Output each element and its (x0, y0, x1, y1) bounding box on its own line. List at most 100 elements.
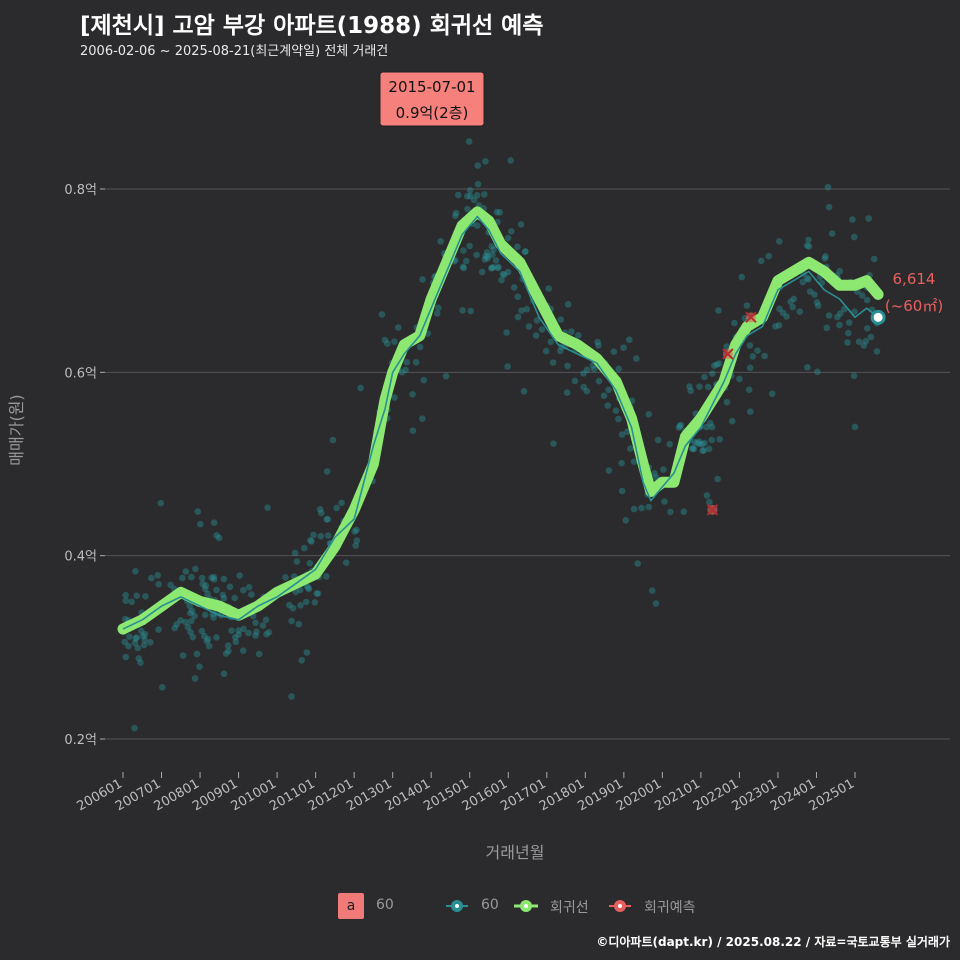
transaction-dot (862, 337, 870, 345)
transaction-dot (787, 298, 794, 306)
transaction-dot (157, 499, 165, 507)
transaction-dot (814, 302, 822, 310)
transaction-dot (661, 498, 668, 505)
transaction-dot (210, 573, 218, 581)
transaction-dot (455, 191, 462, 199)
transaction-dot (805, 276, 812, 283)
transaction-dot (715, 360, 723, 367)
transaction-dot (473, 192, 481, 199)
transaction-dot (378, 311, 386, 318)
transaction-dot (409, 391, 416, 398)
transaction-dot (563, 389, 571, 397)
transaction-dot (224, 642, 232, 649)
transaction-dot (403, 359, 411, 366)
transaction-dot (821, 255, 829, 262)
transaction-dot (318, 509, 325, 517)
transaction-dot (651, 470, 658, 477)
transaction-dot (504, 363, 511, 370)
transaction-dot (814, 368, 821, 376)
transaction-dot (484, 252, 492, 260)
transaction-dot (351, 528, 359, 535)
transaction-dot (715, 307, 722, 314)
transaction-dot (313, 590, 321, 597)
transaction-dot (122, 591, 129, 599)
transaction-dot (695, 438, 703, 445)
tooltip-date: 2015-07-01 (388, 78, 475, 96)
transaction-dot (691, 438, 698, 446)
transaction-dot (844, 339, 851, 346)
transaction-dot (627, 445, 634, 452)
transaction-dot (706, 498, 713, 506)
transaction-dot (193, 650, 201, 658)
transaction-dot (134, 644, 142, 652)
transaction-dot (167, 581, 174, 589)
transaction-dot (311, 599, 319, 606)
transaction-dot (723, 398, 731, 406)
transaction-dot (342, 559, 350, 566)
transaction-dot (518, 307, 525, 314)
transaction-dot (850, 233, 858, 241)
transaction-dot (492, 257, 500, 264)
transaction-dot (231, 594, 238, 602)
transaction-dot (419, 415, 426, 423)
transaction-dot (618, 487, 626, 495)
transaction-dot (452, 209, 460, 217)
transaction-dot (622, 517, 629, 524)
transaction-dot (698, 440, 706, 448)
transaction-dot (605, 386, 612, 394)
transaction-dot (514, 293, 522, 301)
transaction-dot (333, 504, 340, 512)
transaction-dot (293, 558, 301, 565)
transaction-dot (823, 324, 831, 332)
transaction-dot (708, 436, 716, 444)
transaction-dot (459, 263, 467, 271)
regression-line (117, 206, 884, 635)
transaction-dot (520, 388, 528, 395)
transaction-dot (776, 305, 783, 313)
transaction-dot (547, 338, 555, 346)
transaction-dot (201, 632, 208, 640)
transaction-dot (232, 638, 240, 646)
transaction-dot (191, 675, 199, 682)
transaction-dot (159, 684, 166, 691)
transaction-dot (416, 343, 424, 351)
transaction-dot (191, 612, 198, 620)
transaction-dot (466, 187, 474, 194)
transaction-dot (789, 303, 796, 311)
transaction-dot (434, 304, 442, 312)
transaction-dot (499, 270, 507, 278)
transaction-dot (595, 342, 602, 349)
transaction-dot (488, 243, 496, 250)
transaction-dot (522, 248, 529, 255)
transaction-dot (314, 590, 322, 597)
forecast-cross (745, 311, 757, 324)
legend-regression-label: 회귀선 (550, 900, 589, 916)
transaction-dot (240, 625, 247, 633)
transaction-dot (298, 657, 306, 664)
transaction-dot (521, 248, 529, 255)
transaction-dot (464, 205, 471, 213)
transaction-dot (783, 313, 790, 320)
transaction-dot (860, 342, 868, 349)
transaction-dot (412, 359, 420, 366)
transaction-dot (731, 319, 738, 327)
transaction-dot (437, 238, 445, 245)
transaction-dot (302, 598, 310, 606)
transaction-dot (265, 629, 273, 636)
transaction-dot (824, 183, 832, 191)
transaction-dot (686, 383, 693, 390)
transaction-dot (473, 251, 480, 259)
transaction-dot (757, 257, 765, 265)
transaction-dot (633, 355, 640, 362)
transaction-dot (139, 632, 147, 640)
transaction-dot (248, 591, 255, 598)
transaction-dot (353, 526, 360, 534)
transaction-dot (775, 322, 783, 329)
transaction-dot (226, 583, 234, 591)
legend-badge: a (338, 893, 364, 919)
transaction-dot (303, 649, 311, 656)
transaction-dot (329, 436, 337, 444)
transaction-dot (746, 342, 754, 349)
transaction-dot (571, 377, 579, 385)
transaction-dot (128, 598, 135, 606)
